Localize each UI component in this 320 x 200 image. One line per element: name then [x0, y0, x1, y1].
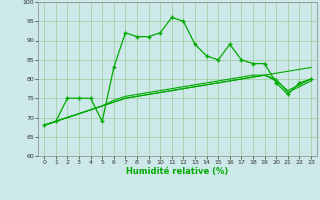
X-axis label: Humidité relative (%): Humidité relative (%) — [126, 167, 229, 176]
